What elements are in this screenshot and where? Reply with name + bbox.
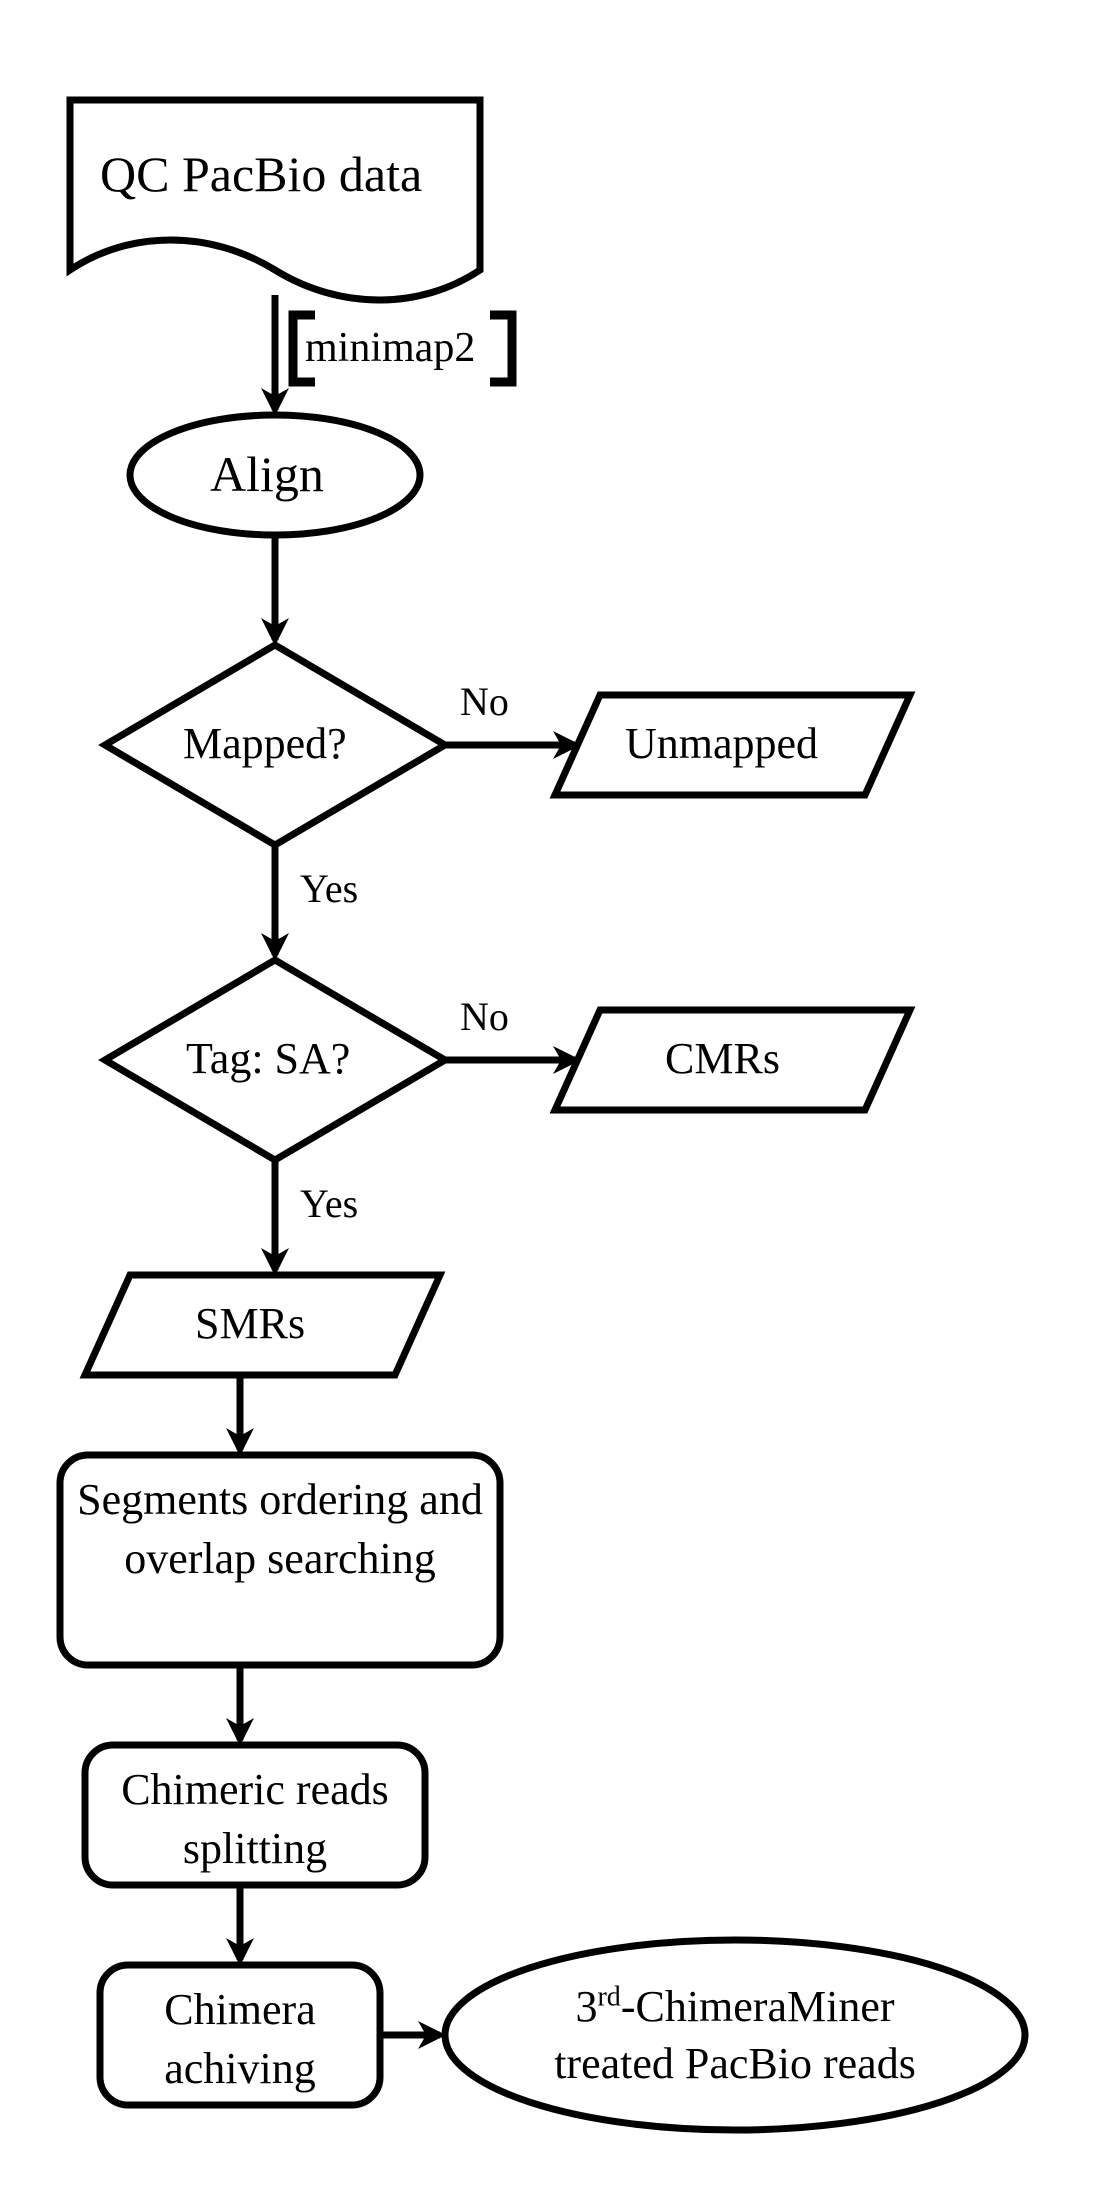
label-segments: Segments ordering and overlap searching [70, 1470, 490, 1589]
label-align: Align [210, 445, 324, 503]
label-treated: 3rd-ChimeraMinertreated PacBio reads [470, 1978, 1000, 2092]
edge-label-tagsa-yes: Yes [300, 1180, 358, 1227]
edge-label-mapped-no: No [460, 678, 509, 725]
label-unmapped: Unmapped [625, 718, 818, 769]
label-smrs: SMRs [195, 1298, 305, 1349]
label-minimap2: minimap2 [305, 324, 475, 372]
label-qc-pacbio: QC PacBio data [100, 145, 422, 203]
label-chimera-archive: Chimera achiving [110, 1980, 370, 2099]
label-chimeric-split: Chimeric reads splitting [95, 1760, 415, 1879]
edge-label-mapped-yes: Yes [300, 865, 358, 912]
label-cmrs: CMRs [665, 1033, 780, 1084]
edge-label-tagsa-no: No [460, 993, 509, 1040]
label-tag-sa: Tag: SA? [186, 1033, 350, 1084]
label-mapped: Mapped? [183, 718, 347, 769]
